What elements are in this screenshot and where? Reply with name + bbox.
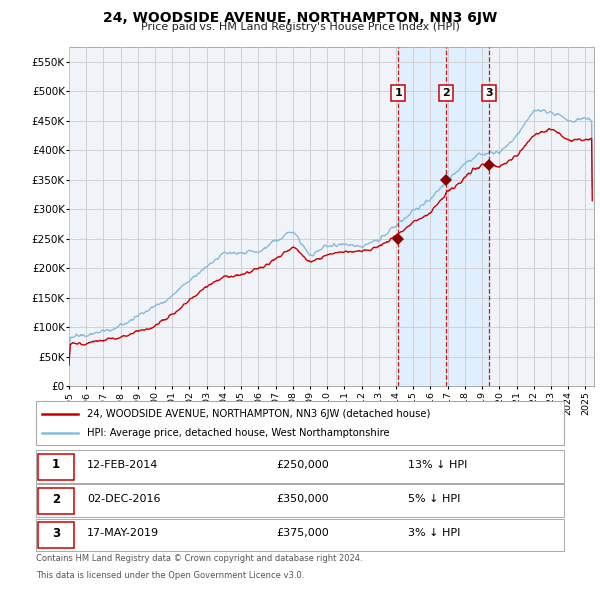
Text: 13% ↓ HPI: 13% ↓ HPI <box>408 460 467 470</box>
Bar <box>398 47 488 386</box>
Text: Price paid vs. HM Land Registry's House Price Index (HPI): Price paid vs. HM Land Registry's House … <box>140 22 460 32</box>
Text: Contains HM Land Registry data © Crown copyright and database right 2024.: Contains HM Land Registry data © Crown c… <box>36 554 362 563</box>
Text: 2: 2 <box>52 493 60 506</box>
Text: £250,000: £250,000 <box>276 460 329 470</box>
Text: HPI: Average price, detached house, West Northamptonshire: HPI: Average price, detached house, West… <box>87 428 389 438</box>
Text: 24, WOODSIDE AVENUE, NORTHAMPTON, NN3 6JW: 24, WOODSIDE AVENUE, NORTHAMPTON, NN3 6J… <box>103 11 497 25</box>
Text: 02-DEC-2016: 02-DEC-2016 <box>87 494 161 504</box>
Text: 1: 1 <box>394 88 402 97</box>
Text: 2: 2 <box>442 88 450 97</box>
Text: This data is licensed under the Open Government Licence v3.0.: This data is licensed under the Open Gov… <box>36 571 304 579</box>
Text: 17-MAY-2019: 17-MAY-2019 <box>87 529 159 538</box>
Text: 1: 1 <box>52 458 60 471</box>
Text: £375,000: £375,000 <box>276 529 329 538</box>
Text: 3: 3 <box>52 527 60 540</box>
Text: 12-FEB-2014: 12-FEB-2014 <box>87 460 158 470</box>
Text: £350,000: £350,000 <box>276 494 329 504</box>
Text: 3: 3 <box>485 88 493 97</box>
Text: 3% ↓ HPI: 3% ↓ HPI <box>408 529 460 538</box>
Text: 24, WOODSIDE AVENUE, NORTHAMPTON, NN3 6JW (detached house): 24, WOODSIDE AVENUE, NORTHAMPTON, NN3 6J… <box>87 409 430 418</box>
Text: 5% ↓ HPI: 5% ↓ HPI <box>408 494 460 504</box>
